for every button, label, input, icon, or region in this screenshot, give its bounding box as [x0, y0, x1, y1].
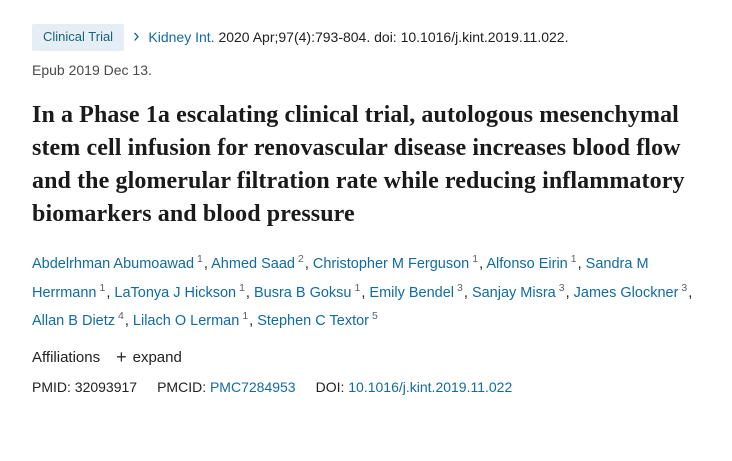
- author-separator: ,: [124, 312, 133, 329]
- author-link[interactable]: James Glockner: [573, 284, 679, 301]
- doi-group: DOI: 10.1016/j.kint.2019.11.022: [316, 379, 513, 395]
- pmid-label: PMID:: [32, 379, 71, 396]
- author-affiliation-number[interactable]: 1: [239, 281, 245, 294]
- author-link[interactable]: Lilach O Lerman: [132, 312, 240, 329]
- author-link[interactable]: Alfonso Eirin: [486, 256, 568, 273]
- author-affiliation-number[interactable]: 1: [242, 310, 249, 323]
- author-separator: ,: [463, 284, 472, 301]
- author-affiliation-number[interactable]: 1: [472, 253, 479, 266]
- expand-label: expand: [132, 348, 182, 366]
- author-affiliation-number[interactable]: 3: [681, 281, 688, 294]
- citation-text: 2020 Apr;97(4):793-804. doi: 10.1016/j.k…: [218, 29, 569, 46]
- plus-icon: +: [116, 347, 127, 368]
- pmid-group: PMID: 32093917: [32, 379, 137, 395]
- author-affiliation-number[interactable]: 1: [354, 281, 361, 294]
- pmcid-label: PMCID:: [157, 379, 207, 396]
- identifiers-row: PMID: 32093917 PMCID: PMC7284953 DOI: 10…: [32, 379, 702, 395]
- affiliations-row: Affiliations + expand: [32, 348, 702, 366]
- author-link[interactable]: Sandra M Herrmann: [32, 256, 649, 301]
- author-separator: ,: [577, 256, 586, 273]
- author-link[interactable]: Stephen C Textor: [257, 312, 369, 329]
- author-separator: ,: [565, 284, 574, 301]
- expand-affiliations-button[interactable]: + expand: [116, 348, 182, 366]
- author-link[interactable]: Ahmed Saad: [211, 256, 295, 273]
- author-separator: ,: [361, 284, 370, 301]
- author-affiliation-number[interactable]: 5: [372, 310, 378, 323]
- author-separator: ,: [245, 284, 254, 301]
- author-affiliation-number[interactable]: 1: [570, 253, 577, 266]
- author-link[interactable]: Allan B Dietz: [32, 312, 116, 329]
- author-separator: ,: [106, 284, 115, 301]
- author-link[interactable]: Emily Bendel: [369, 284, 455, 301]
- epub-date: Epub 2019 Dec 13.: [32, 61, 152, 78]
- author-affiliation-number[interactable]: 1: [99, 281, 106, 294]
- author-affiliation-number[interactable]: 3: [457, 281, 463, 294]
- publication-type-badge: Clinical Trial: [32, 24, 125, 51]
- breadcrumb: Clinical Trial › Kidney Int. 2020 Apr;97…: [32, 24, 702, 51]
- chevron-right-icon: ›: [133, 25, 140, 47]
- doi-label: DOI:: [315, 379, 345, 396]
- pmcid-group: PMCID: PMC7284953: [157, 379, 296, 395]
- author-link[interactable]: Busra B Goksu: [253, 284, 352, 301]
- author-link[interactable]: Sanjay Misra: [471, 284, 556, 301]
- pmcid-link[interactable]: PMC7284953: [209, 379, 296, 396]
- author-affiliation-number[interactable]: 2: [297, 253, 304, 266]
- author-link[interactable]: Christopher M Ferguson: [312, 256, 470, 273]
- article-page: Clinical Trial › Kidney Int. 2020 Apr;97…: [32, 24, 702, 395]
- author-link[interactable]: Abdelrhman Abumoawad: [32, 256, 195, 273]
- author-affiliation-number[interactable]: 1: [197, 253, 203, 266]
- article-title: In a Phase 1a escalating clinical trial,…: [32, 101, 685, 228]
- author-affiliation-number[interactable]: 3: [558, 281, 565, 294]
- journal-citation: Kidney Int. 2020 Apr;97(4):793-804. doi:…: [148, 28, 568, 46]
- doi-link[interactable]: 10.1016/j.kint.2019.11.022: [348, 379, 513, 396]
- authors-list: Abdelrhman Abumoawad 1, Ahmed Saad 2, Chri…: [32, 250, 702, 335]
- pmid-value: 32093917: [74, 379, 138, 396]
- author-affiliation-number[interactable]: 4: [118, 310, 124, 323]
- author-separator: ,: [479, 256, 487, 273]
- author-separator: ,: [203, 256, 212, 273]
- author-link[interactable]: LaTonya J Hickson: [114, 284, 237, 301]
- author-separator: ,: [249, 312, 258, 329]
- journal-link[interactable]: Kidney Int.: [148, 29, 215, 46]
- author-separator: ,: [688, 284, 693, 301]
- author-separator: ,: [304, 256, 313, 273]
- affiliations-label: Affiliations: [32, 348, 101, 366]
